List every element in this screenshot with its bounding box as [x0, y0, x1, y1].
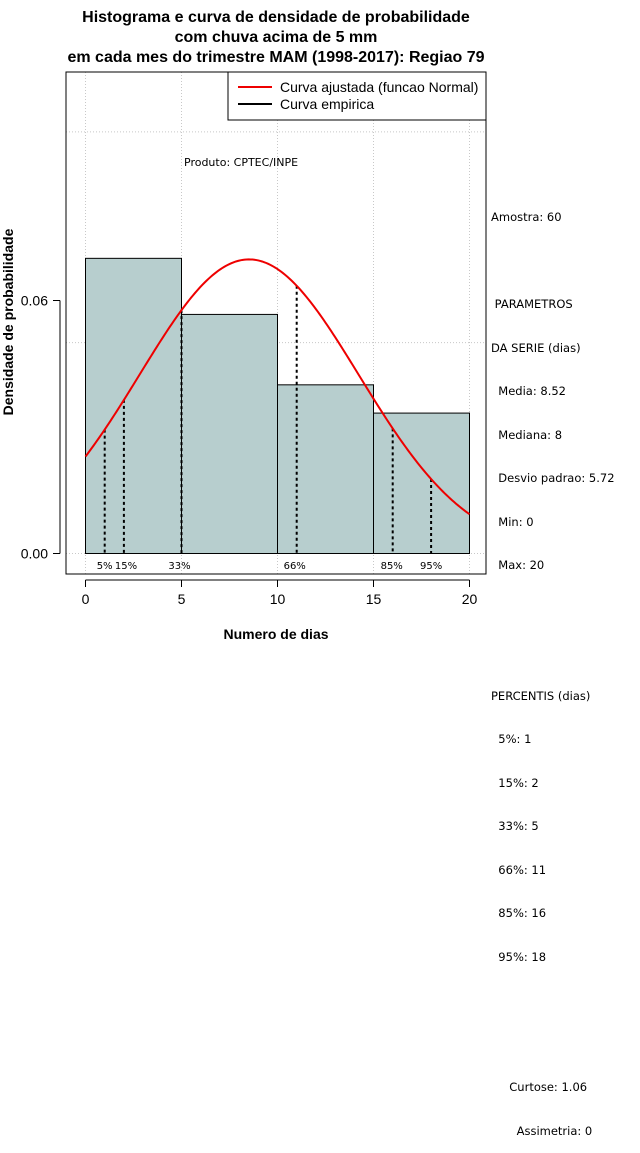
y-tick-label: 0.06 [21, 293, 48, 309]
histogram-bar [277, 384, 374, 555]
histogram-bar [373, 412, 470, 554]
param-media: Media: 8.52 [491, 384, 566, 398]
param-max: Max: 20 [491, 558, 545, 572]
stats-spacer [491, 1037, 615, 1052]
percentile-label: 5% [97, 561, 113, 572]
percentile-label: 95% [420, 561, 442, 572]
percentile-label: 33% [168, 561, 190, 572]
product-annotation: Produto: CPTEC/INPE [184, 156, 298, 169]
percentil-85: 85%: 16 [491, 906, 547, 920]
legend-box [227, 71, 487, 121]
histogram-bar [85, 257, 182, 554]
percentil-5: 5%: 1 [491, 732, 532, 746]
percentile-labels: 5% 15% 33% 66% 85% 95% [97, 561, 443, 572]
stats-spacer [491, 993, 615, 1008]
legend-label-empirical: Curva empirica [280, 96, 374, 112]
percentil-66: 66%: 11 [491, 862, 547, 877]
stat-curtose: Curtose: 1.06 [491, 1080, 588, 1094]
histogram-bar [181, 313, 278, 555]
percentil-95: 95%: 18 [491, 949, 547, 964]
title-line-1: Histograma e curva de densidade de proba… [82, 9, 470, 26]
percentis-title: PERCENTIS (dias) [491, 688, 591, 703]
stat-assimetria: Assimetria: 0 [491, 1123, 593, 1138]
histogram-bars [85, 257, 470, 555]
param-mediana: Mediana: 8 [491, 427, 563, 442]
percentile-label: 66% [284, 561, 306, 572]
title-line-3: em cada mes do trimestre MAM (1998-2017)… [67, 49, 484, 66]
stats-panel: Amostra: 60 PARAMETROS DA SERIE (dias) M… [491, 181, 615, 1153]
stats-spacer [491, 602, 615, 617]
x-tick-label: 0 [82, 591, 90, 607]
normal-fit-curve [84, 258, 471, 516]
params-title-2: DA SERIE (dias) [491, 340, 581, 355]
y-axis: 0.00 0.06 [21, 293, 61, 562]
x-axis: 0 5 10 15 20 [82, 579, 478, 607]
percentile-label: 15% [115, 561, 137, 572]
percentil-33: 33%: 5 [491, 819, 539, 833]
x-tick-label: 15 [366, 591, 382, 607]
y-tick-label: 0.00 [21, 546, 48, 562]
x-tick-label: 10 [270, 591, 286, 607]
stats-spacer [491, 254, 615, 269]
stats-spacer [491, 645, 615, 660]
y-axis-label: Densidade de probabilidade [0, 228, 16, 415]
x-axis-label: Numero de dias [223, 626, 328, 642]
chart-title: Histograma e curva de densidade de proba… [67, 9, 484, 66]
percentile-lines [103, 285, 433, 554]
percentile-label: 85% [381, 561, 403, 572]
param-desvio: Desvio padrao: 5.72 [491, 471, 615, 485]
x-tick-label: 20 [462, 591, 478, 607]
x-tick-label: 5 [178, 591, 186, 607]
legend: Curva ajustada (funcao Normal) Curva emp… [227, 71, 487, 121]
param-min: Min: 0 [491, 514, 534, 529]
percentil-15: 15%: 2 [491, 775, 539, 790]
histogram-chart: Histograma e curva de densidade de proba… [0, 9, 487, 642]
legend-label-fit: Curva ajustada (funcao Normal) [280, 79, 478, 95]
title-line-2: com chuva acima de 5 mm [175, 29, 378, 46]
normal-curve-group [84, 258, 471, 516]
stat-sample: Amostra: 60 [491, 210, 562, 224]
params-title-1: PARAMETROS [491, 297, 573, 311]
